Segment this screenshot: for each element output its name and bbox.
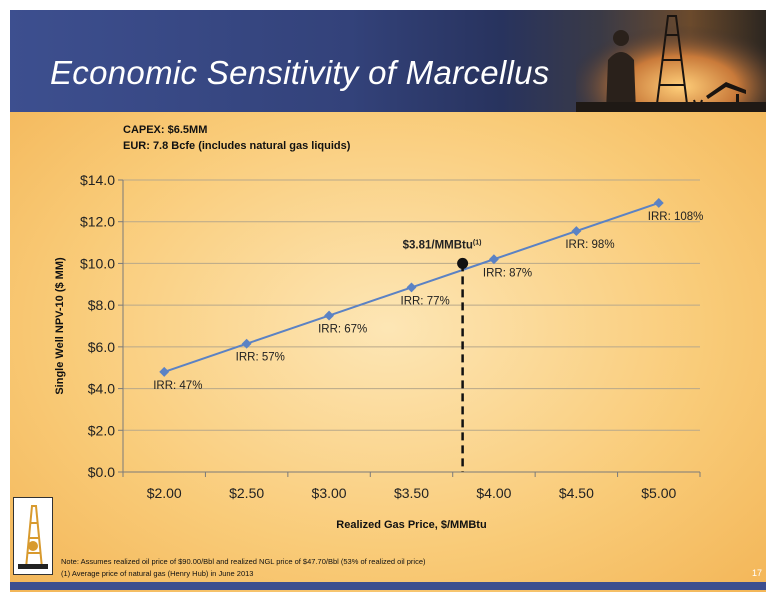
irr-data-label: IRR: 47% (153, 380, 202, 392)
page-number: 17 (751, 568, 762, 578)
y-tick-label: $6.0 (88, 339, 115, 355)
footnote-assumption: Note: Assumes realized oil price of $90.… (61, 557, 426, 566)
y-tick-label: $4.0 (88, 381, 115, 397)
capex-label: CAPEX: $6.5MM (123, 124, 208, 136)
x-tick-label: $2.50 (229, 485, 264, 501)
footer-bar (10, 582, 766, 590)
data-point-marker (159, 366, 170, 377)
x-tick-label: $3.50 (394, 485, 429, 501)
x-tick-label: $4.00 (476, 485, 511, 501)
current-price-marker (457, 257, 469, 269)
data-point-marker (653, 197, 664, 208)
y-tick-label: $12.0 (80, 214, 115, 230)
x-tick-label: $4.50 (559, 485, 594, 501)
eur-label: EUR: 7.8 Bcfe (includes natural gas liqu… (123, 140, 351, 152)
data-point-marker (406, 282, 417, 293)
data-point-marker (488, 254, 499, 265)
header-banner: Economic Sensitivity of Marcellus (10, 10, 766, 112)
data-point-marker (324, 310, 335, 321)
x-axis-title: Realized Gas Price, $/MMBtu (336, 519, 486, 531)
y-tick-label: $10.0 (80, 255, 115, 271)
irr-data-label: IRR: 57% (236, 352, 285, 364)
slide-title: Economic Sensitivity of Marcellus (50, 54, 550, 91)
irr-data-label: IRR: 98% (565, 239, 614, 251)
data-point-marker (571, 226, 582, 237)
y-axis-title: Single Well NPV-10 ($ MM) (54, 257, 66, 395)
irr-data-label: IRR: 67% (318, 324, 367, 336)
y-tick-label: $8.0 (88, 297, 115, 313)
x-tick-label: $3.00 (312, 485, 347, 501)
x-tick-label: $5.00 (641, 485, 676, 501)
irr-data-label: IRR: 87% (483, 267, 532, 279)
y-tick-label: $14.0 (80, 172, 115, 188)
annotation-superscript: (1) (473, 239, 482, 246)
x-tick-label: $2.00 (147, 485, 182, 501)
data-point-marker (241, 338, 252, 349)
annotation-label: $3.81/MMBtu(1) (403, 239, 482, 251)
company-logo (13, 497, 53, 575)
y-tick-label: $0.0 (88, 464, 115, 480)
y-tick-label: $2.0 (88, 422, 115, 438)
oil-rig-photo (576, 10, 766, 112)
irr-data-label: IRR: 77% (401, 295, 450, 307)
content-area (10, 112, 766, 592)
irr-data-label: IRR: 108% (648, 211, 704, 223)
footnote-henry-hub: (1) Average price of natural gas (Henry … (61, 569, 254, 578)
